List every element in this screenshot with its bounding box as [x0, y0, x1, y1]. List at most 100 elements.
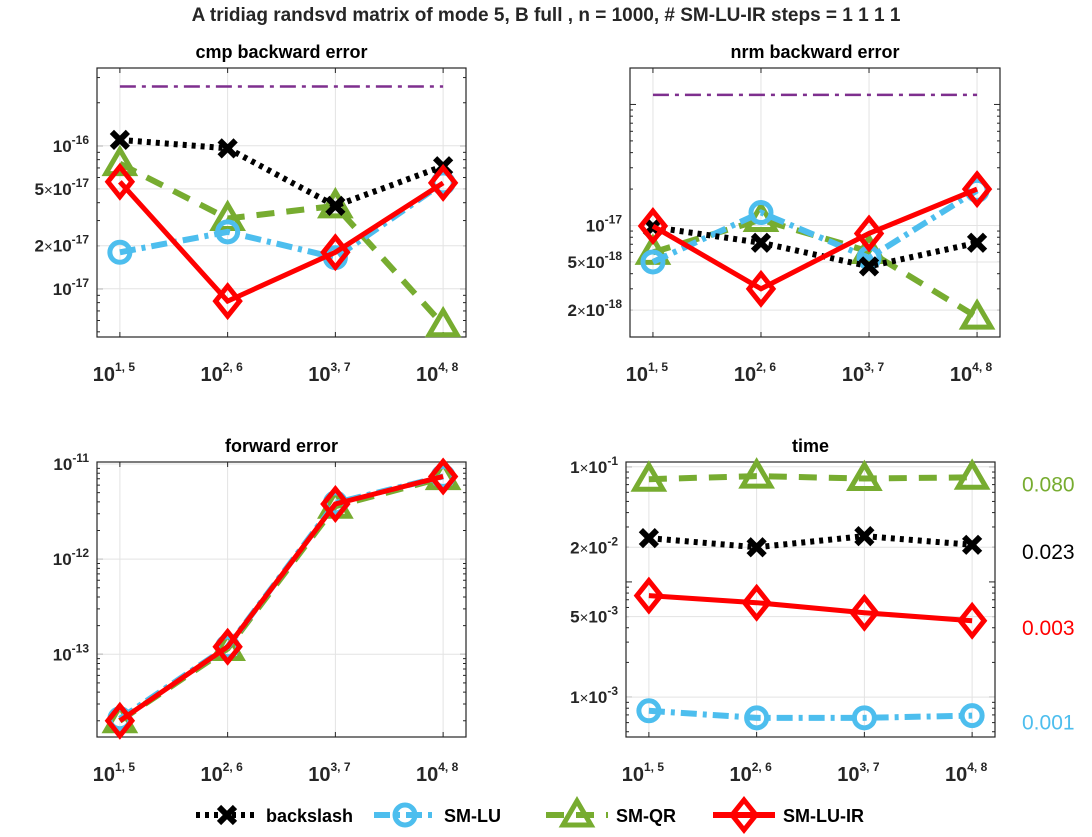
legend-marker-SM-LU-IR — [728, 795, 760, 835]
x-tick-label: 104, 8 — [945, 760, 988, 786]
data-point-backslash — [325, 195, 346, 217]
y-tick-label: 10-16 — [53, 133, 90, 156]
series-line-SM-LU-IR — [118, 474, 444, 723]
series-line-SM-LU — [648, 707, 973, 721]
data-point-backslash — [854, 525, 875, 547]
data-point-SM-LU — [215, 219, 241, 245]
axes-box — [96, 461, 467, 738]
x-tick-label: 102, 6 — [729, 760, 772, 786]
data-point-SM-LU — [744, 705, 770, 731]
data-point-SM-LU-IR — [320, 484, 351, 523]
data-point-SM-QR — [209, 199, 246, 232]
y-tick-label: 1×10-3 — [570, 684, 618, 707]
data-point-SM-LU-IR — [427, 457, 459, 496]
data-point-SM-LU-IR — [741, 583, 772, 622]
data-point-SM-LU-IR — [956, 601, 988, 640]
y-tick-label: 10-12 — [53, 546, 90, 569]
y-tick-label: 10-17 — [53, 276, 90, 299]
x-tick-label: 103, 7 — [842, 360, 885, 386]
data-point-SM-LU-IR — [849, 593, 880, 632]
subplot-title: cmp backward error — [195, 42, 367, 62]
y-tick-label: 5×10-17 — [35, 176, 90, 199]
y-tick-label: 5×10-3 — [570, 604, 618, 627]
y-tick-label: 1×10-1 — [570, 454, 618, 477]
data-point-SM-LU-IR — [853, 214, 885, 253]
subplot-cmp-backward-error: cmp backward error 10-17 2×10-17 5×10-17 10-… — [35, 42, 467, 386]
subplot-forward-error: forward error 10-13 10-12 10-11 101, 5 102, 6… — [53, 436, 467, 786]
x-tick-label: 101, 5 — [93, 360, 136, 386]
data-point-SM-LU-IR — [427, 163, 459, 202]
series-backslash — [642, 216, 988, 277]
x-tick-label: 104, 8 — [416, 360, 459, 386]
data-point-SM-LU — [959, 703, 985, 729]
data-point-backslash — [858, 256, 880, 277]
x-tick-label: 102, 6 — [200, 760, 243, 786]
data-point-SM-LU-IR — [212, 282, 243, 321]
y-tick-label: 2×10-18 — [568, 297, 623, 320]
data-point-SM-LU-IR — [961, 170, 993, 209]
data-point-backslash — [638, 528, 659, 549]
legend-marker-SM-LU — [392, 802, 418, 828]
series-SM-QR — [634, 200, 996, 330]
data-point-SM-LU-IR — [633, 576, 665, 615]
legend-item-SM-QR: SM-QR — [546, 796, 676, 828]
y-tick-label: 2×10-17 — [35, 233, 90, 256]
legend-item-SM-LU: SM-LU — [374, 802, 501, 828]
x-tick-label: 103, 7 — [308, 760, 351, 786]
series-line-SM-QR — [118, 474, 444, 724]
series-SM-QR — [101, 144, 462, 338]
series-SM-LU-IR — [104, 457, 459, 740]
data-point-SM-LU-IR — [104, 701, 136, 740]
annotation-backslash: 0.023 — [1022, 541, 1075, 564]
series-SM-LU — [640, 177, 990, 275]
data-point-SM-QR — [101, 144, 139, 177]
series-line-SM-LU-IR — [118, 180, 445, 305]
series-SM-QR — [630, 457, 991, 492]
axes-box — [629, 67, 1001, 338]
data-point-backslash — [750, 232, 772, 253]
legend-label: SM-QR — [616, 806, 676, 826]
series-SM-LU-IR — [633, 576, 988, 640]
subplot-time: time 1×10-3 5×10-3 2×10-2 1×10-1 101, 5 102, 6… — [570, 436, 1074, 786]
axes-box — [625, 461, 996, 738]
legend: backslash SM-LU SM-QR SM-LU-IR — [196, 795, 864, 835]
data-point-SM-QR — [424, 305, 462, 338]
legend-item-SM-LU-IR: SM-LU-IR — [713, 795, 864, 835]
data-point-SM-LU-IR — [320, 233, 351, 272]
series-line-backslash — [652, 224, 978, 270]
data-point-SM-LU — [640, 249, 666, 275]
annotation-SM-QR: 0.080 — [1022, 473, 1075, 496]
data-point-SM-LU-IR — [745, 269, 777, 308]
series-SM-LU-IR — [104, 162, 459, 321]
series-line-SM-QR — [652, 216, 979, 320]
y-tick-label: 10-17 — [586, 213, 623, 236]
legend-marker-backslash — [216, 804, 238, 826]
data-point-backslash — [962, 534, 983, 555]
x-tick-label: 103, 7 — [308, 360, 351, 386]
x-tick-label: 104, 8 — [416, 760, 459, 786]
series-line-SM-QR — [118, 160, 446, 327]
y-tick-label: 10-11 — [53, 451, 89, 474]
x-tick-label: 102, 6 — [734, 360, 777, 386]
data-point-SM-QR — [953, 458, 991, 490]
series-line-SM-LU-IR — [648, 593, 973, 624]
data-point-SM-QR — [958, 298, 996, 330]
y-tick-label: 10-13 — [53, 641, 90, 664]
subplot-title: forward error — [225, 436, 338, 456]
y-tick-label: 5×10-18 — [568, 249, 623, 272]
x-tick-label: 102, 6 — [200, 360, 243, 386]
data-point-SM-LU — [107, 239, 133, 265]
data-point-SM-QR — [846, 459, 883, 492]
series-backslash — [109, 129, 454, 217]
data-point-SM-LU — [636, 698, 662, 724]
x-tick-label: 101, 5 — [93, 760, 136, 786]
series-line-backslash — [119, 136, 445, 210]
series-line-SM-LU-IR — [651, 186, 979, 292]
data-point-backslash — [746, 537, 767, 558]
data-point-backslash — [109, 129, 130, 150]
subplot-title: nrm backward error — [730, 42, 899, 62]
data-point-SM-LU — [851, 705, 877, 731]
figure-title: A tridiag randsvd matrix of mode 5, B fu… — [192, 5, 901, 26]
x-tick-label: 103, 7 — [837, 760, 880, 786]
